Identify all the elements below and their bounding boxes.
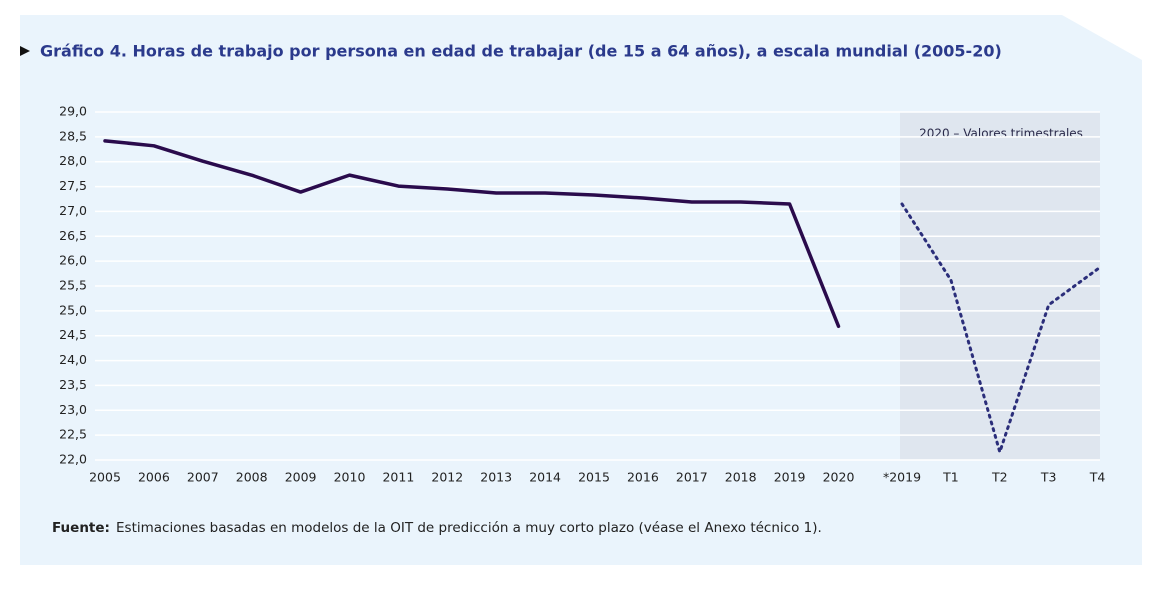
x-tick-label: 2011 — [382, 470, 414, 485]
y-tick-label: 28,5 — [59, 128, 87, 143]
y-tick-label: 26,0 — [59, 253, 87, 268]
x-tick-label: T4 — [1089, 470, 1106, 485]
x-tick-label: 2010 — [334, 470, 366, 485]
line-series — [900, 202, 1100, 454]
y-tick-label: 26,5 — [59, 228, 87, 243]
y-tick-label: 27,0 — [59, 203, 87, 218]
x-tick-label: 2015 — [578, 470, 610, 485]
title-marker — [20, 46, 30, 56]
x-tick-label: 2019 — [774, 470, 806, 485]
x-tick-label: 2014 — [529, 470, 561, 485]
x-tick-label: 2013 — [480, 470, 512, 485]
x-tick-label: 2006 — [138, 470, 170, 485]
y-tick-label: 22,0 — [59, 452, 87, 467]
y-tick-label: 22,5 — [59, 427, 87, 442]
x-tick-label: T3 — [1040, 470, 1057, 485]
y-tick-label: 25,0 — [59, 302, 87, 317]
y-tick-label: 29,0 — [59, 104, 87, 119]
chart-title: Gráfico 4. Horas de trabajo por persona … — [40, 42, 1002, 61]
y-tick-label: 23,5 — [59, 377, 87, 392]
y-tick-label: 28,0 — [59, 153, 87, 168]
x-tick-label: 2018 — [725, 470, 757, 485]
x-tick-label: 2012 — [431, 470, 463, 485]
x-tick-label: T2 — [991, 470, 1008, 485]
x-tick-label: T1 — [942, 470, 959, 485]
x-tick-label: 2009 — [285, 470, 317, 485]
x-tick-label: 2008 — [236, 470, 268, 485]
annotation: 2020 – Valores trimestrales — [919, 127, 1083, 141]
source-label: Fuente: — [52, 520, 110, 536]
y-tick-label: 24,0 — [59, 352, 87, 367]
x-tick-label: *2019 — [883, 470, 921, 485]
y-tick-label: 23,0 — [59, 402, 87, 417]
y-tick-label: 27,5 — [59, 178, 87, 193]
x-tick-label: 2020 — [823, 470, 855, 485]
source: Estimaciones basadas en modelos de la OI… — [116, 520, 822, 536]
x-tick-label: 2005 — [89, 470, 121, 485]
x-tick-label: 2016 — [627, 470, 659, 485]
panel — [20, 15, 1142, 565]
x-tick-label: 2017 — [676, 470, 708, 485]
y-tick-label: 24,5 — [59, 327, 87, 342]
line-series — [103, 139, 841, 329]
x-tick-label: 2007 — [187, 470, 219, 485]
y-tick-label: 25,5 — [59, 278, 87, 293]
